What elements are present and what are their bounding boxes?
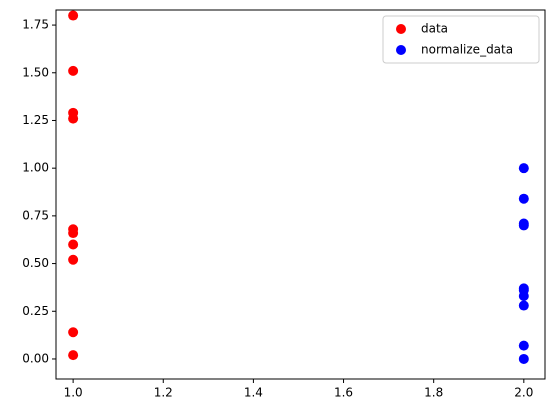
- point: [518, 291, 529, 302]
- plot-frame: [55, 9, 546, 380]
- x-tick-label: 1.6: [334, 386, 353, 400]
- point: [68, 113, 79, 124]
- y-tick-label: 1.00: [22, 161, 49, 175]
- x-tick-label: 1.8: [424, 386, 443, 400]
- legend-marker: [396, 45, 406, 55]
- x-tick-label: 2.0: [514, 386, 533, 400]
- y-tick-label: 0.25: [22, 304, 49, 318]
- point: [68, 327, 79, 338]
- point: [68, 228, 79, 239]
- y-tick-label: 0.00: [22, 351, 49, 365]
- point: [68, 239, 79, 250]
- legend-label: normalize_data: [421, 43, 513, 57]
- point: [518, 193, 529, 204]
- point: [68, 10, 79, 21]
- x-tick-label: 1.0: [64, 386, 83, 400]
- point: [518, 353, 529, 364]
- point: [518, 163, 529, 174]
- legend-label: data: [421, 22, 448, 36]
- x-tick-label: 1.2: [154, 386, 173, 400]
- point: [68, 65, 79, 76]
- y-tick-label: 0.75: [22, 208, 49, 222]
- y-tick-label: 1.75: [22, 18, 49, 32]
- legend-box: [382, 15, 540, 64]
- point: [518, 340, 529, 351]
- y-tick-label: 1.25: [22, 113, 49, 127]
- y-tick-label: 0.50: [22, 256, 49, 270]
- point: [518, 300, 529, 311]
- point: [68, 254, 79, 265]
- point: [68, 350, 79, 361]
- point: [518, 220, 529, 231]
- x-tick-label: 1.4: [244, 386, 263, 400]
- y-tick-label: 1.50: [22, 65, 49, 79]
- legend-marker: [396, 24, 406, 34]
